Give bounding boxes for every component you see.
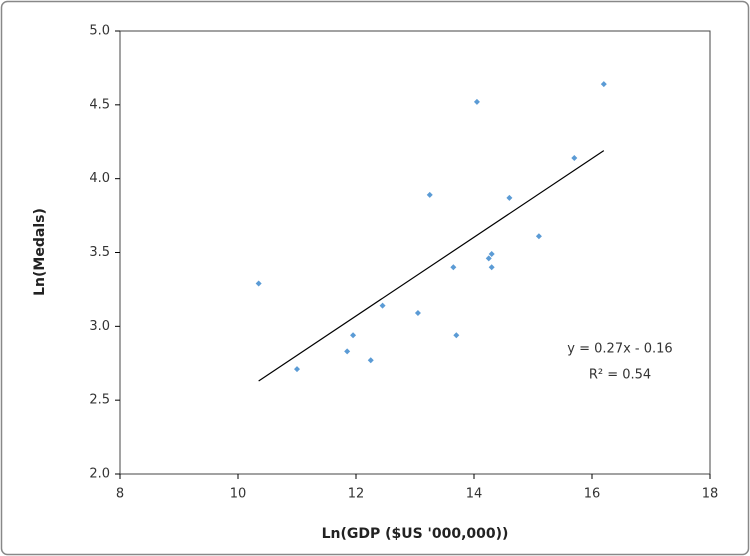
y-tick-label: 5.0: [89, 24, 110, 39]
point: [255, 280, 262, 287]
point: [506, 194, 513, 201]
point: [488, 250, 495, 257]
point: [535, 233, 542, 240]
point: [571, 154, 578, 161]
y-tick-label: 4.5: [89, 97, 110, 112]
x-tick-label: 8: [116, 487, 124, 502]
point: [600, 81, 607, 88]
point: [450, 264, 457, 271]
trendline: [258, 150, 605, 382]
point: [367, 357, 374, 364]
point: [414, 310, 421, 317]
annotation: y = 0.27x - 0.16: [567, 342, 672, 357]
y-axis-title: Ln(Medals): [32, 208, 48, 296]
y-tick-label: 4.0: [89, 171, 110, 186]
x-tick-label: 10: [230, 487, 247, 502]
annotation: R² = 0.54: [589, 368, 651, 383]
x-tick-label: 16: [584, 487, 601, 502]
x-tick-label: 14: [466, 487, 483, 502]
point: [473, 98, 480, 105]
point: [453, 332, 460, 339]
y-tick-label: 2.0: [89, 467, 110, 482]
point: [344, 348, 351, 355]
y-tick-label: 2.5: [89, 393, 110, 408]
x-axis-title: Ln(GDP ($US '000,000)): [322, 526, 509, 542]
y-tick-label: 3.0: [89, 319, 110, 334]
point: [379, 302, 386, 309]
y-tick-label: 3.5: [89, 245, 110, 260]
point: [485, 255, 492, 262]
x-tick-label: 12: [348, 487, 365, 502]
point: [294, 366, 300, 373]
point: [350, 332, 357, 339]
point: [488, 264, 495, 271]
x-tick-label: 18: [702, 487, 719, 502]
point: [426, 191, 433, 198]
